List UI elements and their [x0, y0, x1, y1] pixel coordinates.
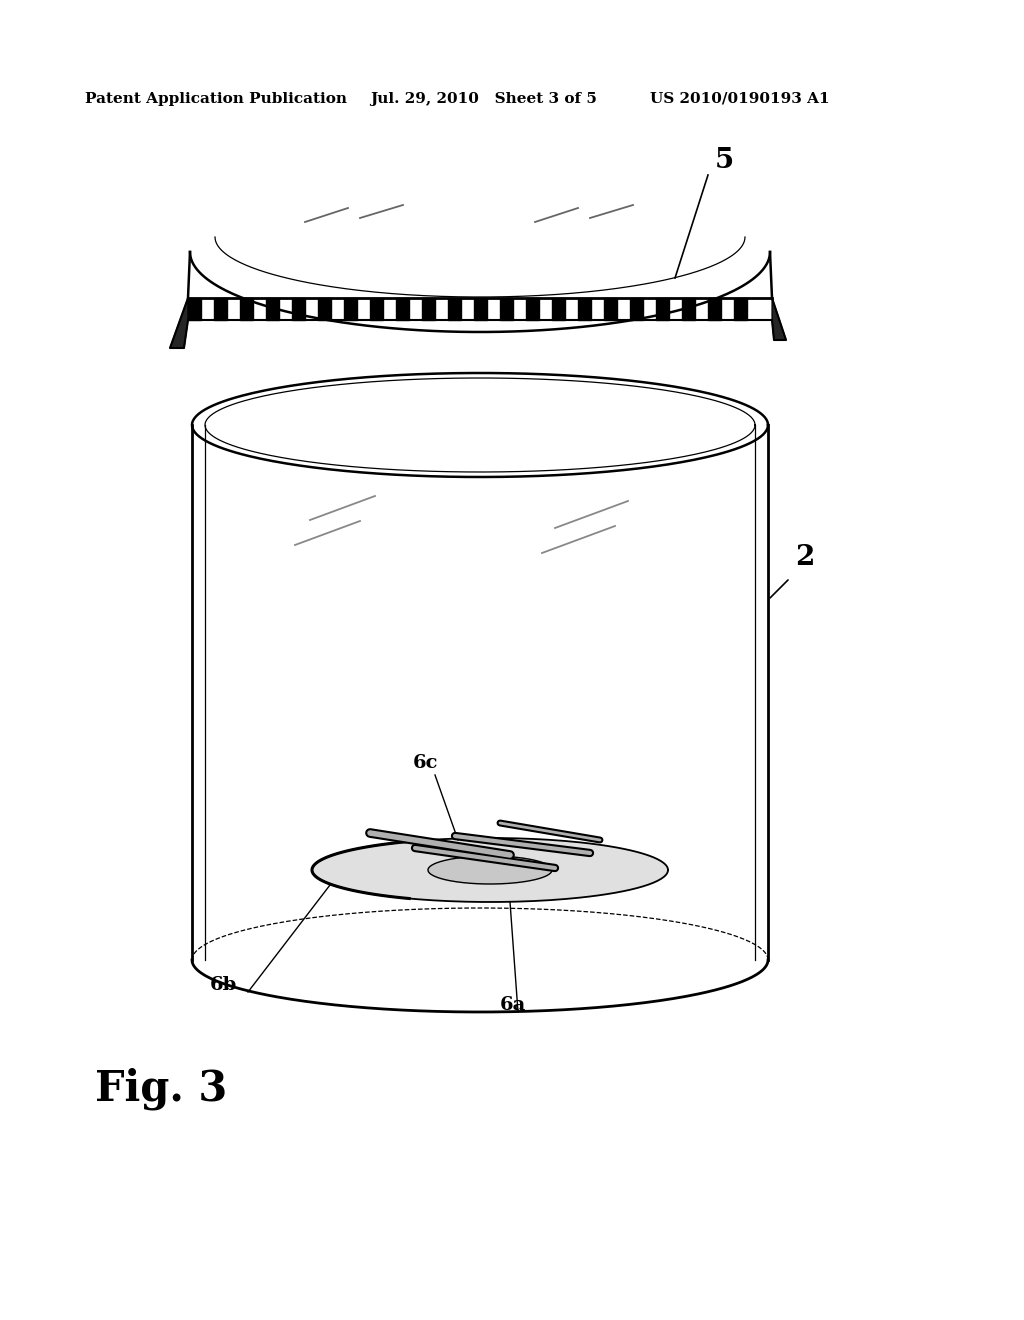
Text: Patent Application Publication: Patent Application Publication [85, 92, 347, 106]
Polygon shape [772, 298, 786, 341]
Bar [292, 298, 305, 319]
Bar [396, 298, 409, 319]
Bar [422, 298, 435, 319]
Bar [630, 298, 643, 319]
Bar [240, 298, 253, 319]
Text: 6c: 6c [413, 754, 438, 772]
Bar [578, 298, 591, 319]
Polygon shape [193, 908, 768, 1012]
Polygon shape [428, 855, 552, 884]
Bar [449, 298, 461, 319]
Bar [344, 298, 357, 319]
Bar [708, 298, 721, 319]
Bar [734, 298, 746, 319]
Bar [318, 298, 331, 319]
Bar [500, 298, 513, 319]
Text: 5: 5 [715, 147, 734, 174]
Bar [266, 298, 279, 319]
Bar [656, 298, 669, 319]
Text: 2: 2 [795, 544, 814, 572]
Text: Fig. 3: Fig. 3 [95, 1067, 227, 1110]
Bar [682, 298, 695, 319]
Bar [526, 298, 539, 319]
Bar [188, 298, 201, 319]
Text: 6b: 6b [210, 975, 238, 994]
Bar [370, 298, 383, 319]
Bar [604, 298, 617, 319]
Bar [214, 298, 227, 319]
Text: US 2010/0190193 A1: US 2010/0190193 A1 [650, 92, 829, 106]
Polygon shape [312, 838, 668, 902]
Polygon shape [170, 298, 188, 348]
Bar [474, 298, 487, 319]
Text: 6a: 6a [500, 997, 526, 1014]
Bar [552, 298, 565, 319]
Text: Jul. 29, 2010   Sheet 3 of 5: Jul. 29, 2010 Sheet 3 of 5 [370, 92, 597, 106]
